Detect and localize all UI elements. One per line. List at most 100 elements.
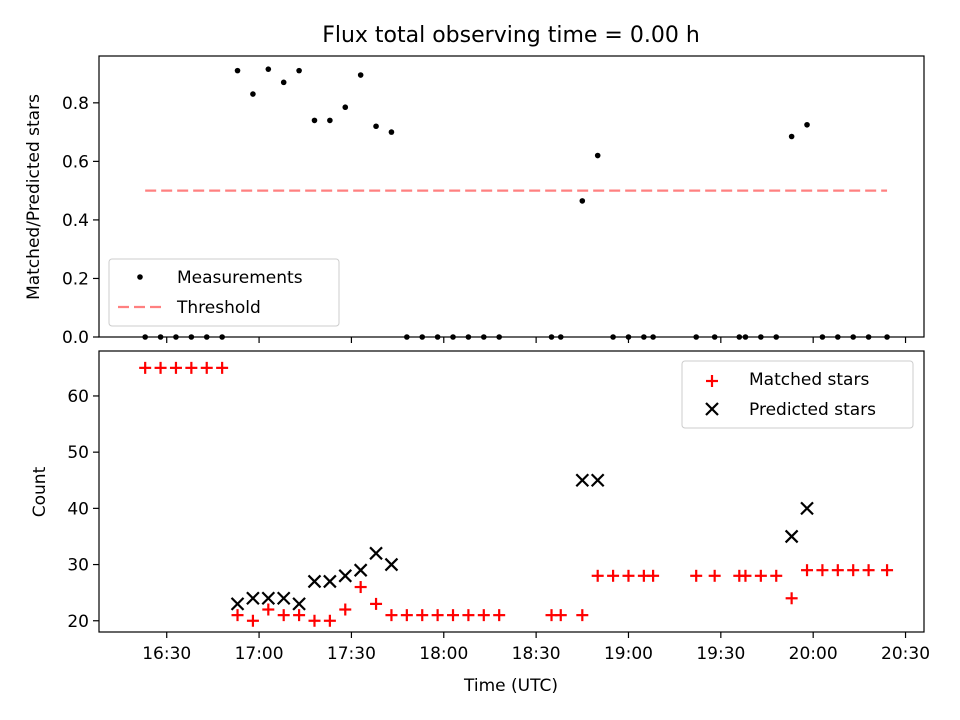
matched-star-point <box>462 609 475 622</box>
measurement-point <box>357 72 364 78</box>
top-x-ticks <box>166 337 907 343</box>
legend-matched-label: Matched stars <box>749 370 869 390</box>
matched-star-point <box>881 564 894 577</box>
predicted-star-stroke-b <box>246 591 260 606</box>
matched-star-point <box>231 609 244 622</box>
matched-star-point <box>770 569 783 582</box>
measurement-point <box>579 198 586 204</box>
predicted-star-point <box>246 591 260 606</box>
x-tick-label: 20:00 <box>789 644 838 664</box>
measurement-point <box>234 67 241 74</box>
top-y-ticks: 0.0 0.2 0.4 0.6 0.8 <box>62 94 99 348</box>
matched-star-point <box>447 609 460 622</box>
matched-star-point <box>354 581 367 594</box>
bottom-panel: Count Time (UTC) 20 30 40 50 60 16:30 17:00 17… <box>30 350 930 696</box>
x-tick-label: 20:30 <box>881 644 930 664</box>
predicted-stars-points <box>230 473 814 611</box>
x-axis-label: Time (UTC) <box>463 676 558 696</box>
bottom-legend: Matched stars Predicted stars <box>681 360 914 429</box>
predicted-star-stroke-b <box>800 501 814 516</box>
matched-star-point <box>339 603 352 616</box>
bottom-x-ticks: 16:30 17:00 17:30 18:00 18:30 19:00 19:30 20:00… <box>142 632 930 664</box>
predicted-star-point <box>384 557 399 572</box>
predicted-star-stroke-b <box>575 473 590 488</box>
predicted-star-point <box>276 591 291 606</box>
matched-star-point <box>647 569 660 582</box>
predicted-star-stroke-b <box>323 574 337 589</box>
predicted-star-point <box>261 591 276 606</box>
top-legend-box <box>108 258 340 327</box>
measurement-point <box>373 123 379 130</box>
predicted-star-point <box>323 574 337 589</box>
matched-star-point <box>816 564 829 577</box>
matched-star-point <box>246 614 259 627</box>
measurement-points <box>142 66 890 340</box>
predicted-star-stroke-b <box>590 473 605 488</box>
matched-stars-points <box>139 361 894 627</box>
predicted-star-stroke-b <box>230 597 245 611</box>
matched-star-point <box>739 569 752 582</box>
legend-matched-marker <box>706 375 718 387</box>
matched-star-point <box>139 361 152 374</box>
matched-star-point <box>690 569 703 582</box>
matched-star-point <box>323 614 336 627</box>
matched-star-point <box>293 609 306 622</box>
bottom-y-tick-label: 50 <box>67 443 89 463</box>
top-panel: Flux total observing time = 0.00 h Match… <box>24 23 925 348</box>
measurement-point <box>788 133 795 140</box>
matched-star-point <box>847 564 860 577</box>
predicted-star-stroke-b <box>338 569 353 583</box>
matched-star-point <box>431 609 444 622</box>
top-y-tick-label: 0.4 <box>62 211 89 231</box>
matched-star-point <box>200 361 213 374</box>
matched-star-point <box>169 361 182 374</box>
chart-title: Flux total observing time = 0.00 h <box>322 23 700 48</box>
top-y-axis-label: Matched/Predicted stars <box>24 94 44 300</box>
matched-star-point <box>591 569 604 582</box>
matched-star-point <box>801 564 814 577</box>
predicted-star-stroke-b <box>261 591 276 606</box>
matched-star-point <box>277 609 290 622</box>
top-y-tick-label: 0.6 <box>62 152 89 172</box>
x-tick-label: 17:30 <box>327 644 376 664</box>
x-tick-label: 18:30 <box>512 644 561 664</box>
matched-star-point <box>493 609 506 622</box>
x-tick-label: 16:30 <box>142 644 191 664</box>
bottom-y-tick-label: 20 <box>67 612 89 632</box>
matched-star-point <box>708 569 721 582</box>
matched-star-point <box>831 564 844 577</box>
measurement-point <box>311 117 318 124</box>
measurement-point <box>594 152 601 159</box>
predicted-star-point <box>575 473 590 488</box>
x-tick-label: 18:00 <box>419 644 468 664</box>
bottom-legend-box <box>681 360 914 429</box>
top-y-tick-label: 0.0 <box>62 328 89 348</box>
measurement-point <box>265 66 272 72</box>
bottom-axes-frame <box>98 350 925 633</box>
predicted-star-stroke-b <box>353 563 368 577</box>
legend-measurements-marker <box>137 274 143 280</box>
measurement-point <box>327 117 333 124</box>
predicted-star-point <box>590 473 605 488</box>
matched-star-point <box>185 361 198 374</box>
matched-star-point <box>622 569 635 582</box>
measurement-point <box>280 79 287 86</box>
matched-star-point <box>754 569 767 582</box>
legend-measurements-label: Measurements <box>177 268 303 288</box>
measurement-point <box>804 121 810 128</box>
matched-star-point <box>216 361 229 374</box>
matched-star-point <box>370 597 383 610</box>
matched-star-point <box>400 609 413 622</box>
matched-star-point <box>477 609 490 622</box>
legend-predicted-label: Predicted stars <box>749 400 876 420</box>
measurement-point <box>388 129 395 135</box>
predicted-star-stroke-b <box>369 546 383 561</box>
bottom-y-tick-label: 60 <box>67 387 89 407</box>
predicted-star-point <box>784 529 799 544</box>
predicted-star-point <box>292 597 306 611</box>
bottom-y-tick-label: 40 <box>67 499 89 519</box>
predicted-star-stroke-b <box>292 597 306 611</box>
x-tick-label: 19:00 <box>604 644 653 664</box>
predicted-star-stroke-b <box>276 591 291 606</box>
